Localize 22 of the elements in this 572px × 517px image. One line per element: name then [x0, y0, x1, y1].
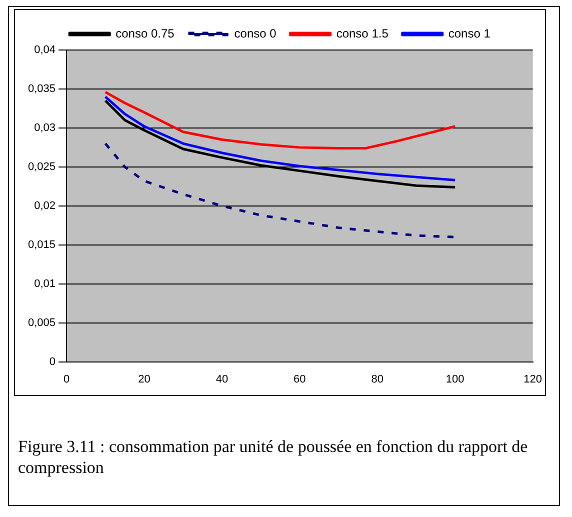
legend-label: conso 1.5 — [336, 26, 389, 40]
y-tick-label: 0,025 — [28, 160, 56, 173]
legend-label: conso 0 — [234, 26, 277, 40]
x-tick-label: 0 — [63, 373, 70, 386]
y-tick-label: 0,03 — [34, 122, 56, 134]
y-tick-label: 0,02 — [34, 200, 56, 212]
y-tick-label: 0,035 — [28, 83, 56, 96]
legend-label: conso 0.75 — [116, 26, 175, 40]
y-tick-label: 0,015 — [28, 238, 56, 251]
y-tick-label: 0,01 — [34, 278, 56, 290]
x-tick-label: 20 — [138, 373, 150, 386]
x-tick-label: 40 — [216, 373, 228, 386]
x-tick-label: 80 — [371, 373, 384, 386]
y-tick-label: 0 — [49, 356, 56, 368]
line-series — [104, 142, 456, 238]
caption: Figure 3.11 : consommation par unité de poussée en fonction du rapport de compression — [18, 436, 529, 478]
x-tick-label: 120 — [524, 373, 542, 386]
y-tick-label: 0,005 — [28, 316, 56, 329]
legend-label: conso 1 — [448, 26, 491, 40]
y-tick-label: 0,04 — [34, 44, 56, 56]
x-tick-label: 60 — [294, 373, 306, 386]
x-tick-label: 100 — [446, 373, 464, 386]
